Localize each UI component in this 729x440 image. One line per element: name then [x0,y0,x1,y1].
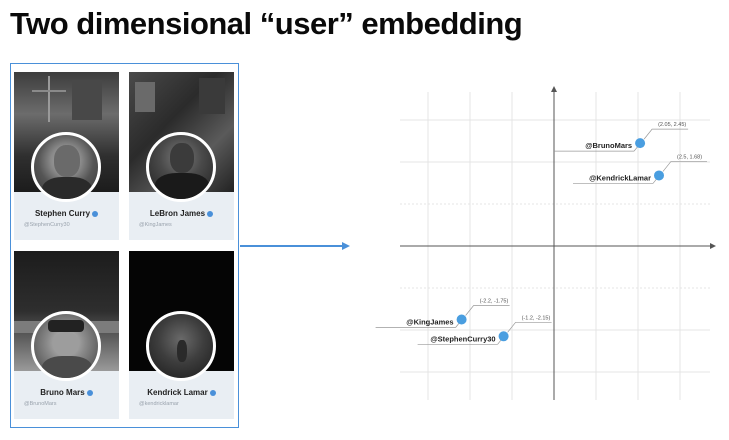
point-label: @StephenCurry30 [430,334,495,343]
profile-card-lebron-james[interactable]: LeBron James @KingJames [129,72,234,240]
plot-points: (2.05, 2.45) @BrunoMars (2.5, 1.68) @Kendri… [375,122,707,345]
card-name: Bruno Mars [40,388,85,397]
point-label: @KendrickLamar [589,173,651,182]
verified-badge-icon [207,210,214,217]
card-handle: @kendricklamar [139,401,179,407]
card-name: Kendrick Lamar [147,388,208,397]
card-name: Stephen Curry [34,209,91,218]
annotation-leader-line [643,128,689,140]
annotation-leader-line [507,321,552,333]
profile-card-panel: Stephen Curry @StephenCurry30 LeBron Jam… [10,63,239,428]
card-handle: @KingJames [139,222,172,228]
y-axis-arrow-icon [551,86,557,92]
avatar [146,132,216,202]
verified-badge-icon [209,389,216,396]
point-annotation: (-2.2, -1.75) [480,299,509,305]
profile-card-kendrick-lamar[interactable]: Kendrick Lamar @kendricklamar [129,251,234,419]
point-label: @KingJames [406,318,453,327]
verified-badge-icon [86,389,93,396]
data-point [635,138,646,149]
mapping-arrow-line [240,245,344,247]
profile-card-bruno-mars[interactable]: Bruno Mars @BrunoMars [14,251,119,419]
annotation-leader-line [662,161,707,172]
verified-badge-icon [92,210,99,217]
avatar [31,311,101,381]
point-annotation: (-1.2, -2.15) [522,315,551,321]
mapping-arrow-head-icon [342,242,350,250]
profile-card-stephen-curry[interactable]: Stephen Curry @StephenCurry30 [14,72,119,240]
card-handle: @BrunoMars [24,401,57,407]
slide-title: Two dimensional “user” embedding [10,6,523,41]
card-handle: @StephenCurry30 [24,222,70,228]
data-point [654,170,664,181]
annotation-leader-line [465,305,510,316]
point-annotation: (2.5, 1.68) [677,154,702,160]
avatar [146,311,216,381]
point-annotation: (2.05, 2.45) [658,122,686,128]
data-point [498,331,509,342]
avatar [31,132,101,202]
card-name: LeBron James [149,209,206,218]
x-axis-arrow-icon [710,243,716,249]
data-point [456,314,467,325]
plot-axes [400,86,716,400]
point-label: @BrunoMars [585,141,632,150]
